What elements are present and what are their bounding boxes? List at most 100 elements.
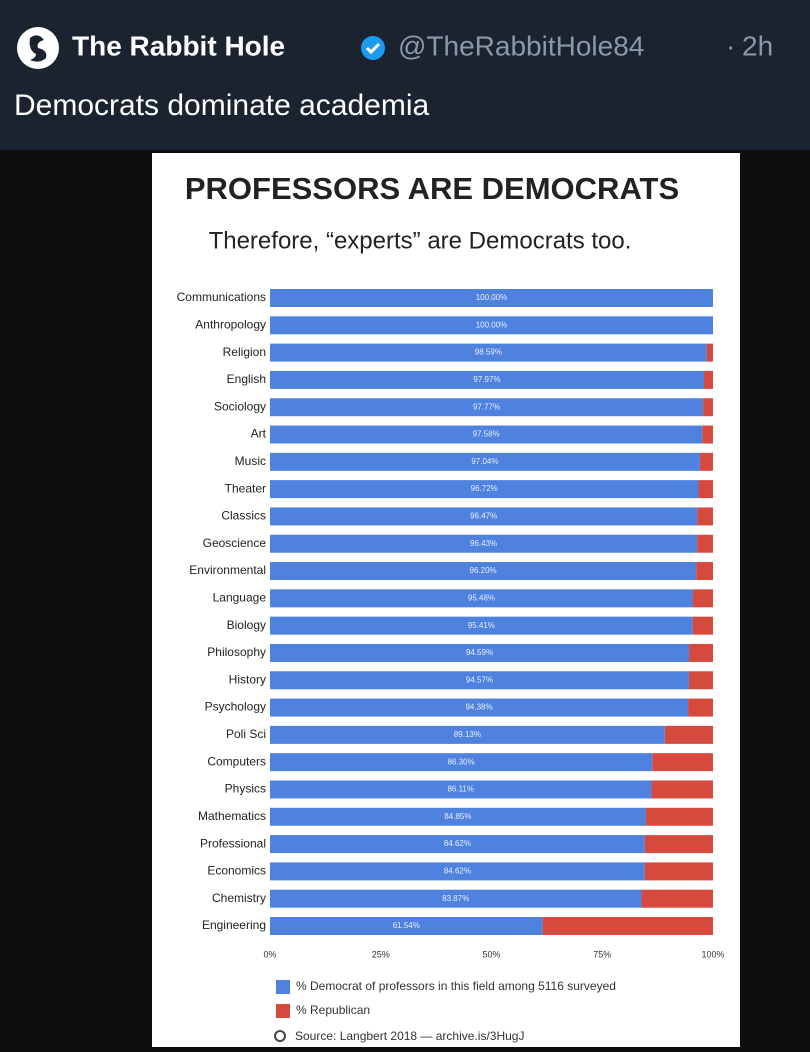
legend-label: % Democrat of professors in this field a… [296,979,616,993]
legend-swatch [276,980,290,994]
y-tick-label: Language [213,591,267,605]
data-label: 94.59% [466,648,493,657]
y-tick-label: English [227,372,266,386]
data-label: 94.38% [465,703,492,712]
bar-segment [270,862,645,881]
author-handle[interactable]: @TheRabbitHole84 [398,30,644,61]
data-label: 61.54% [393,921,420,930]
data-label: 86.11% [447,785,474,794]
y-tick-label: Mathematics [198,809,266,823]
bar-segment [270,425,703,444]
avatar-icon [29,35,47,62]
y-tick-label: Theater [225,481,266,495]
y-tick-label: Environmental [189,563,266,577]
bar-segment [542,917,713,935]
y-tick-label: Art [251,427,267,441]
data-label: 96.47% [470,512,497,521]
bar-segment [697,507,713,526]
data-label: 97.58% [473,430,500,439]
y-tick-label: Philosophy [207,645,266,659]
y-tick-label: Psychology [205,700,266,714]
x-tick-label: 0% [263,949,276,959]
bar-segment [644,862,713,881]
source[interactable]: Source: Langbert 2018 — archive.is/3HugJ [295,1029,524,1043]
y-tick-label: Geoscience [203,536,267,550]
bar-segment [270,480,699,499]
bar-segment [644,835,713,854]
y-tick-label: Classics [221,509,266,523]
bar-segment [697,534,713,553]
bar-segment [702,425,713,444]
bar-segment [652,753,713,772]
data-label: 84.85% [444,812,471,821]
legend-swatch [276,1004,290,1018]
legend-label: % Republican [296,1003,370,1017]
data-label: 96.20% [470,566,497,575]
timestamp[interactable]: 2h [742,30,773,61]
bar-segment [270,671,689,690]
data-label: 83.87% [442,894,469,903]
tweet-header-bg [0,0,810,150]
bar-segment [692,589,713,608]
x-tick-label: 75% [593,949,611,959]
y-tick-label: History [229,672,266,686]
y-tick-label: Physics [225,782,266,796]
bar-segment [270,889,642,908]
bar-segment [270,698,689,717]
bar-segment [688,671,713,690]
x-tick-label: 100% [701,949,724,959]
x-tick-label: 50% [482,949,500,959]
y-tick-label: Music [235,454,266,468]
bar-segment [270,534,698,553]
data-label: 96.72% [471,484,498,493]
bar-segment [270,370,705,389]
tweet-text: Democrats dominate academia [14,89,430,122]
x-tick-label: 25% [372,949,390,959]
y-tick-label: Computers [207,754,266,768]
bar-segment [270,753,653,772]
bar-segment [270,807,646,826]
bar-segment [270,917,543,935]
bar-segment [270,507,698,526]
data-label: 97.77% [473,402,500,411]
chart-title: PROFESSORS ARE DEMOCRATS [185,171,679,206]
y-tick-label: Engineering [202,918,266,932]
bar-segment [692,616,713,635]
bar-segment [270,835,645,854]
y-tick-label: Poli Sci [226,727,266,741]
data-label: 95.48% [468,593,495,602]
bar-segment [270,780,652,799]
data-label: 98.59% [475,348,502,357]
data-label: 100.00% [476,320,508,329]
data-label: 84.62% [444,867,471,876]
bar-segment [270,398,704,417]
data-label: 94.57% [466,675,493,684]
y-tick-label: Communications [177,290,266,304]
y-tick-label: Sociology [214,399,266,413]
bar-segment [703,398,713,417]
y-tick-label: Religion [223,345,266,359]
bar-segment [270,562,697,581]
bar-segment [270,343,707,362]
data-label: 95.41% [468,621,495,630]
bar-segment [704,370,713,389]
data-label: 96.43% [470,539,497,548]
bar-segment [270,589,693,608]
bar-segment [688,698,713,717]
bar-segment [698,480,713,499]
bar-segment [270,643,690,662]
bar-segment [641,889,713,908]
bar-segment [270,289,713,307]
chart-subtitle: Therefore, “experts” are Democrats too. [209,227,632,254]
link-icon [274,1030,286,1042]
bar-segment [689,643,713,662]
bar-segment [651,780,713,799]
bar-segment [270,725,665,744]
author-name[interactable]: The Rabbit Hole [72,30,285,61]
bar-segment [699,452,713,471]
bar-segment [706,343,713,362]
y-tick-label: Chemistry [212,891,266,905]
bar-segment [270,616,693,635]
y-tick-label: Economics [207,864,266,878]
